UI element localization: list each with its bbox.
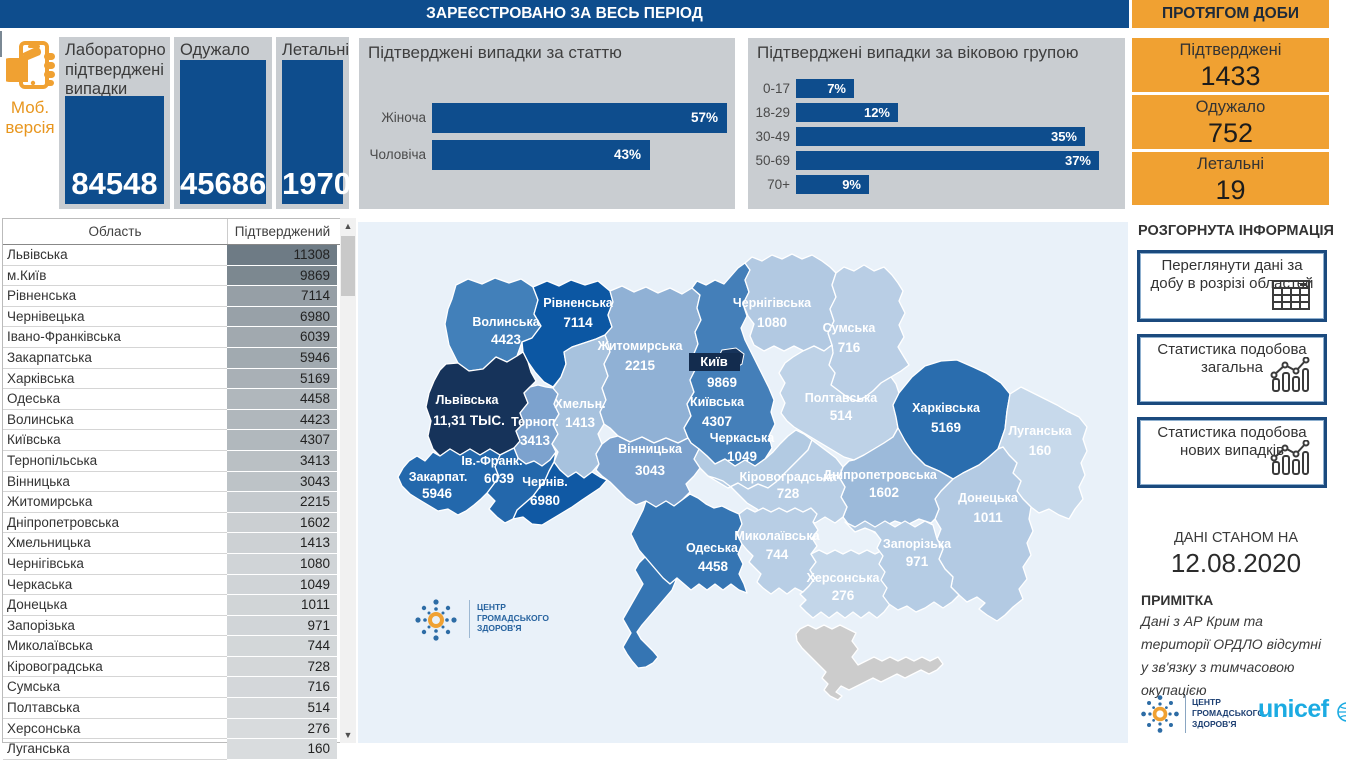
svg-text:1080: 1080 xyxy=(757,315,787,330)
svg-text:3043: 3043 xyxy=(635,463,666,478)
svg-text:1413: 1413 xyxy=(565,415,596,430)
svg-text:4307: 4307 xyxy=(702,414,732,429)
svg-text:5169: 5169 xyxy=(931,420,961,435)
svg-text:Миколаївська: Миколаївська xyxy=(734,529,820,543)
svg-text:Київська: Київська xyxy=(690,395,745,409)
svg-text:1011: 1011 xyxy=(973,510,1003,525)
svg-text:Запорізька: Запорізька xyxy=(883,537,952,551)
svg-text:3413: 3413 xyxy=(520,433,551,448)
svg-text:Рівненська: Рівненська xyxy=(543,296,613,310)
svg-text:Херсонська: Херсонська xyxy=(807,571,881,585)
svg-text:1602: 1602 xyxy=(869,485,899,500)
svg-text:Донецька: Донецька xyxy=(958,491,1019,505)
svg-text:7114: 7114 xyxy=(563,315,593,330)
svg-text:716: 716 xyxy=(838,340,861,355)
svg-text:Закарпат.: Закарпат. xyxy=(409,470,468,484)
svg-text:4423: 4423 xyxy=(491,332,522,347)
svg-text:Волинська: Волинська xyxy=(472,315,540,329)
svg-text:Ів.-Франк.: Ів.-Франк. xyxy=(461,454,522,468)
svg-text:Кіровоградська: Кіровоградська xyxy=(740,470,838,484)
svg-text:160: 160 xyxy=(1029,443,1052,458)
svg-text:9869: 9869 xyxy=(707,375,737,390)
svg-text:Львівська: Львівська xyxy=(436,393,500,407)
svg-text:1049: 1049 xyxy=(727,449,757,464)
svg-text:2215: 2215 xyxy=(625,358,656,373)
svg-text:276: 276 xyxy=(832,588,855,603)
svg-text:Дніпропетровська: Дніпропетровська xyxy=(823,468,938,482)
svg-text:Житомирська: Житомирська xyxy=(597,339,684,353)
svg-text:971: 971 xyxy=(906,554,929,569)
svg-text:11,31 ТЫС.: 11,31 ТЫС. xyxy=(433,413,505,428)
svg-text:6039: 6039 xyxy=(484,471,514,486)
svg-text:Чернігівська: Чернігівська xyxy=(733,296,812,310)
svg-text:Харківська: Харківська xyxy=(912,401,981,415)
svg-text:744: 744 xyxy=(766,547,789,562)
svg-text:728: 728 xyxy=(777,486,800,501)
svg-text:Терноп.: Терноп. xyxy=(511,415,559,429)
svg-text:Черкаська: Черкаська xyxy=(710,431,775,445)
svg-text:Чернів.: Чернів. xyxy=(522,475,568,489)
svg-text:Полтавська: Полтавська xyxy=(805,391,879,405)
svg-text:Київ: Київ xyxy=(700,354,728,369)
svg-text:Луганська: Луганська xyxy=(1008,424,1072,438)
svg-text:Вінницька: Вінницька xyxy=(618,442,683,456)
svg-text:Одеська: Одеська xyxy=(686,541,739,555)
svg-text:Сумська: Сумська xyxy=(823,321,877,335)
svg-text:514: 514 xyxy=(830,408,853,423)
svg-text:Хмельн.: Хмельн. xyxy=(554,397,605,411)
svg-text:5946: 5946 xyxy=(422,486,453,501)
svg-text:6980: 6980 xyxy=(530,493,560,508)
svg-text:4458: 4458 xyxy=(698,559,729,574)
